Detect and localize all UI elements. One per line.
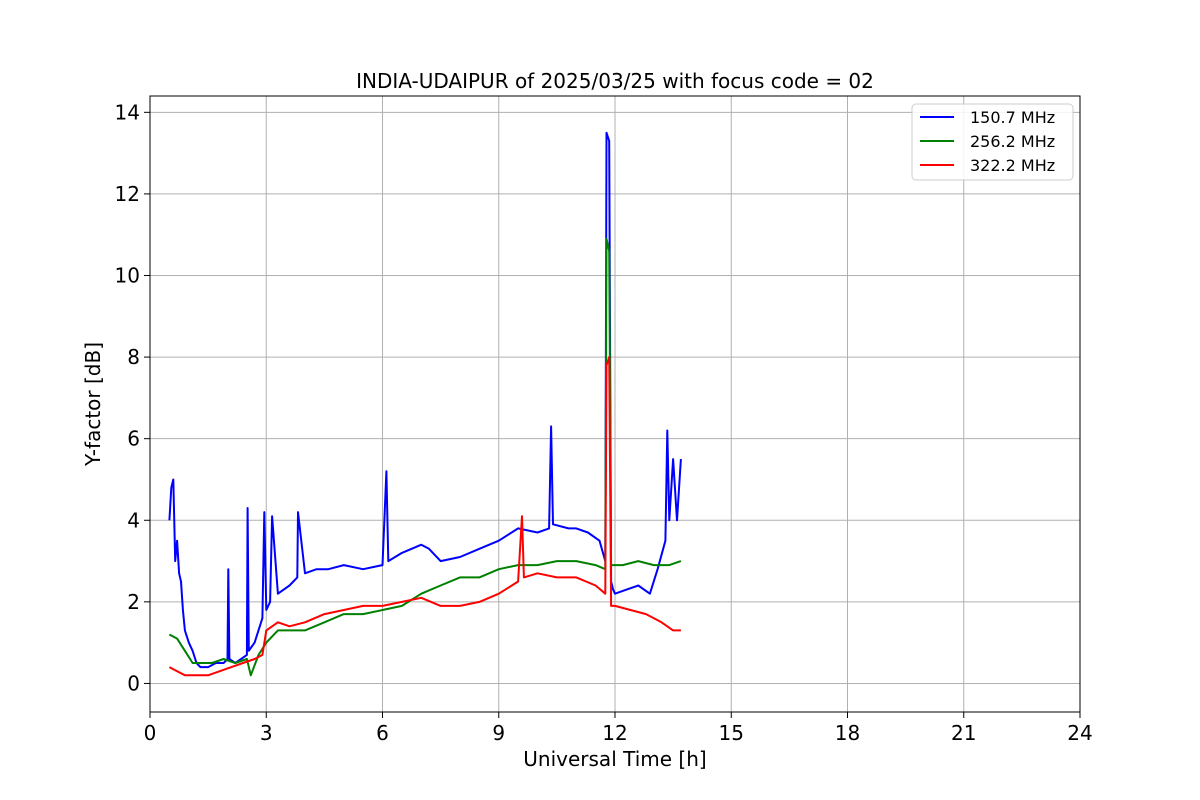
series-line-2 — [168, 237, 682, 677]
legend-box — [911, 103, 1074, 181]
x-tick-label: 6 — [376, 721, 389, 745]
x-tick-label: 18 — [835, 721, 860, 745]
legend-label: 256.2 MHz — [970, 132, 1055, 151]
x-axis-label: Universal Time [h] — [523, 747, 706, 771]
legend: 150.7 MHz 256.2 MHz 322.2 MHz — [911, 103, 1074, 181]
chart-title: INDIA-UDAIPUR of 2025/03/25 with focus c… — [356, 69, 874, 93]
y-tick-label: 10 — [115, 263, 140, 287]
legend-label: 150.7 MHz — [970, 108, 1055, 127]
y-tick-label: 12 — [115, 182, 140, 206]
x-tick-label: 12 — [602, 721, 627, 745]
x-tick-label: 24 — [1067, 721, 1092, 745]
y-axis-label: Y-factor [dB] — [81, 342, 105, 467]
legend-label: 322.2 MHz — [970, 156, 1055, 175]
y-tick-label: 2 — [127, 590, 140, 614]
x-tick-label: 9 — [492, 721, 505, 745]
x-tick-label: 0 — [144, 721, 157, 745]
x-tick-label: 21 — [951, 721, 976, 745]
y-tick-label: 4 — [127, 508, 140, 532]
series-line-3 — [168, 356, 681, 677]
y-tick-label: 6 — [127, 427, 140, 451]
x-tick-label: 15 — [719, 721, 744, 745]
y-tick-label: 14 — [115, 100, 140, 124]
y-tick-label: 8 — [127, 345, 140, 369]
series-layer — [168, 131, 682, 677]
x-tick-label: 3 — [260, 721, 273, 745]
y-tick-label: 0 — [127, 671, 140, 695]
